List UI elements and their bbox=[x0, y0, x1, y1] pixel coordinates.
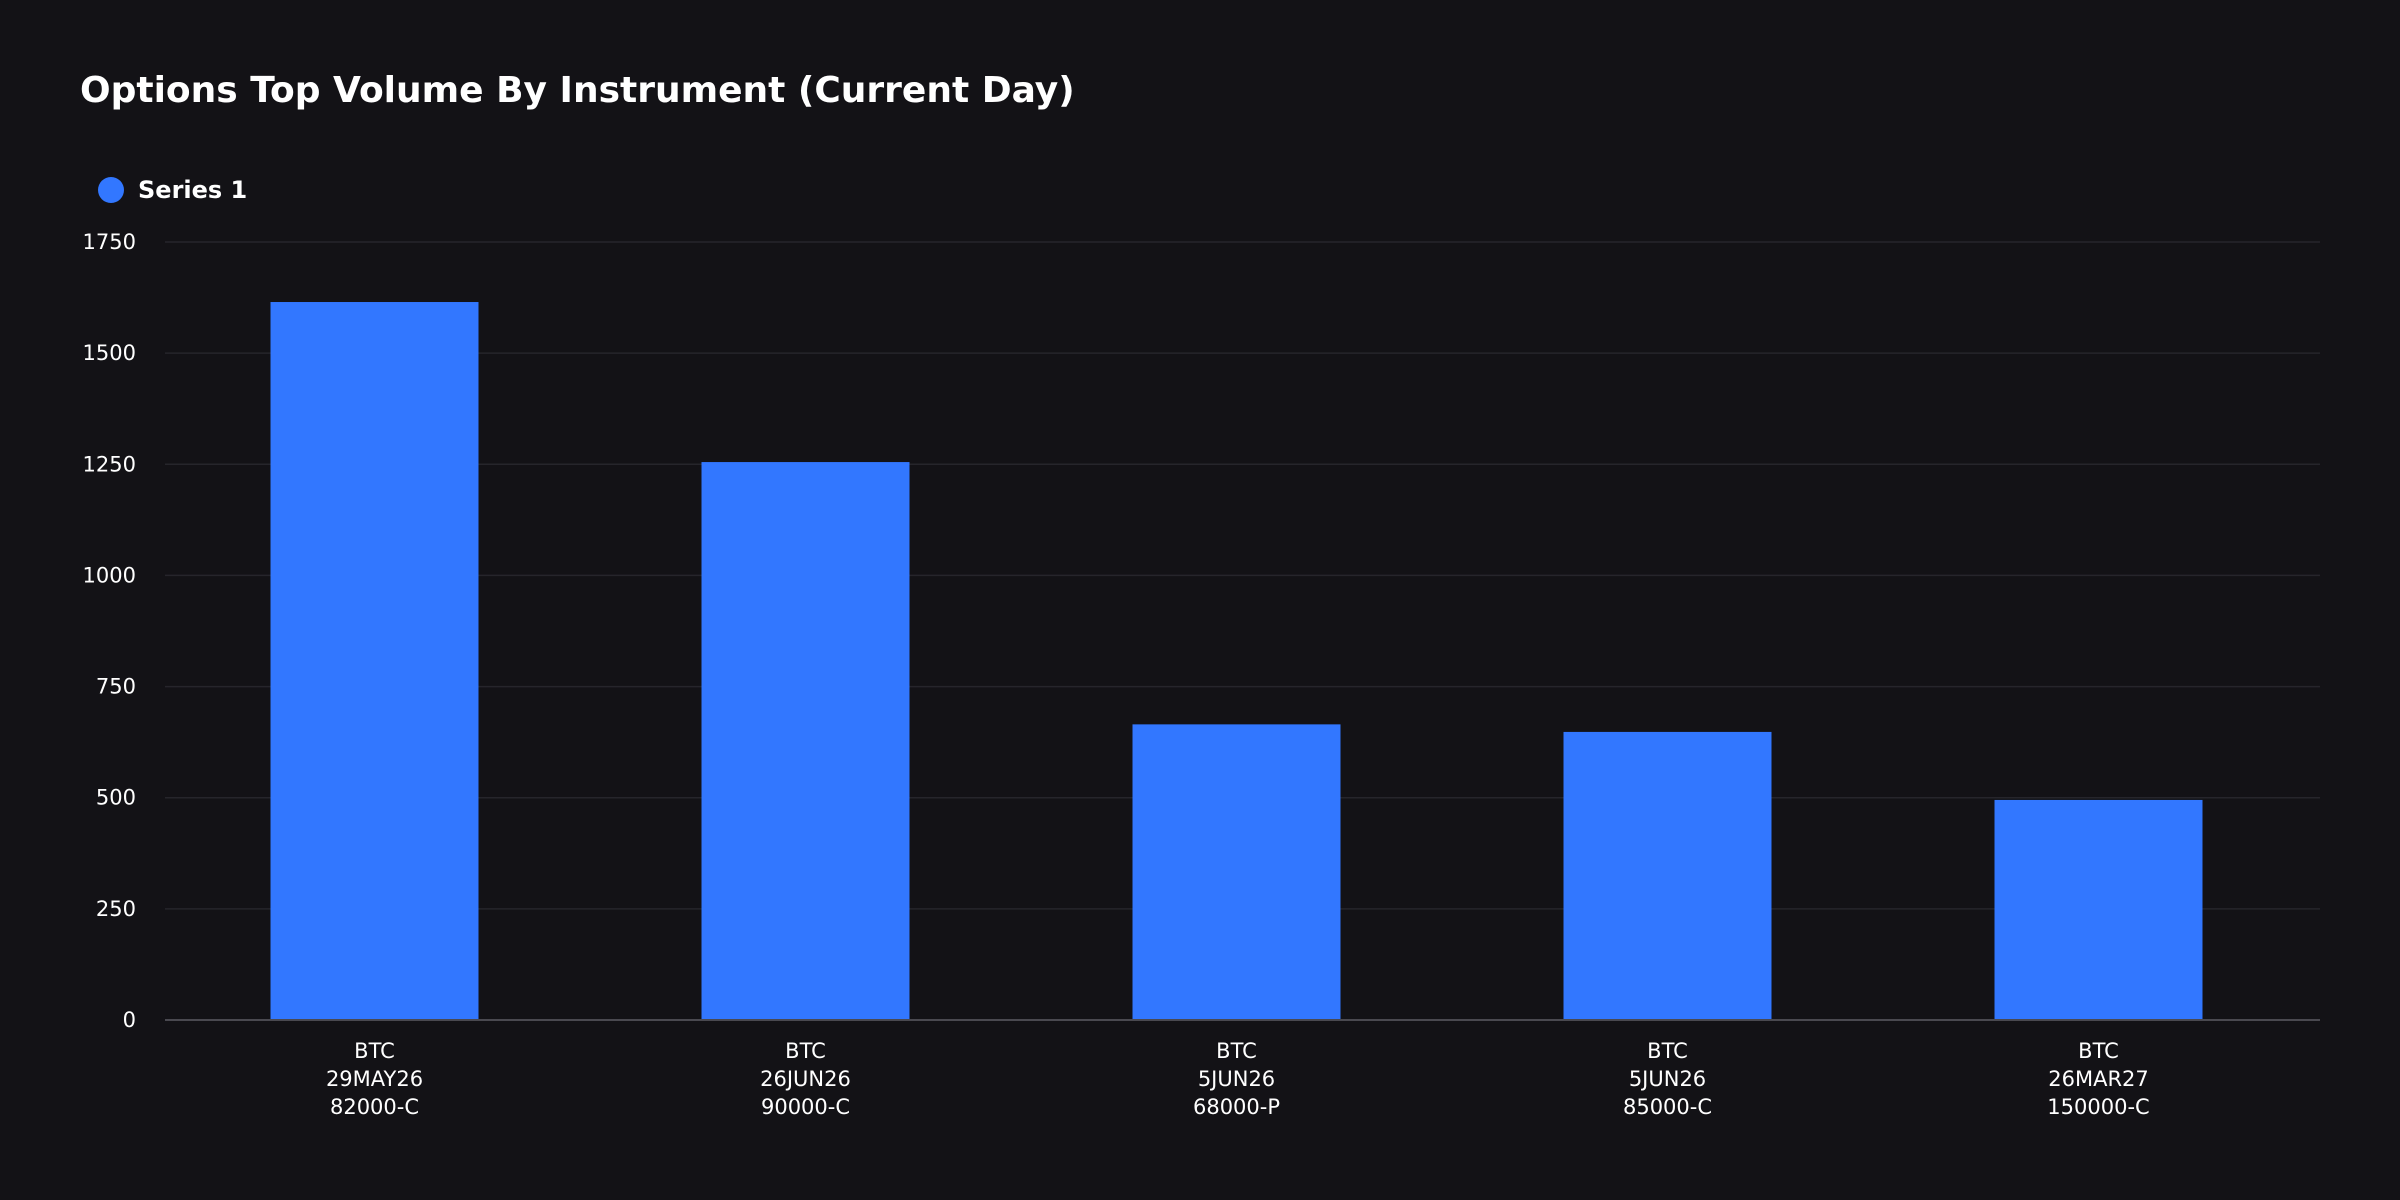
y-tick-label: 1750 bbox=[83, 230, 136, 254]
bar[interactable] bbox=[1994, 799, 2203, 1020]
x-tick-label-line: 5JUN26 bbox=[1629, 1067, 1706, 1091]
x-tick-label-line: BTC bbox=[1216, 1039, 1257, 1063]
bar[interactable] bbox=[1132, 724, 1341, 1020]
x-tick-label-line: 5JUN26 bbox=[1198, 1067, 1275, 1091]
x-tick-label-line: 68000-P bbox=[1193, 1095, 1280, 1119]
bar[interactable] bbox=[701, 462, 910, 1020]
y-tick-label: 1000 bbox=[83, 563, 136, 587]
bar[interactable] bbox=[270, 302, 479, 1020]
x-tick-label-line: 82000-C bbox=[330, 1095, 419, 1119]
x-tick-label-line: BTC bbox=[1647, 1039, 1688, 1063]
x-tick-label: BTC 29MAY26 82000-C bbox=[326, 1039, 423, 1119]
grid-lines bbox=[165, 241, 2320, 910]
x-tick-label-line: 90000-C bbox=[761, 1095, 850, 1119]
x-tick-label-line: BTC bbox=[2078, 1039, 2119, 1063]
x-tick-label: BTC 26JUN26 90000-C bbox=[760, 1039, 851, 1119]
legend-swatch-icon bbox=[98, 177, 124, 203]
x-tick-labels: BTC 29MAY26 82000-C BTC 26JUN26 90000-C BTC 5JU… bbox=[326, 1039, 2150, 1119]
x-tick-label-line: 29MAY26 bbox=[326, 1067, 423, 1091]
y-tick-label: 0 bbox=[123, 1008, 136, 1032]
y-tick-label: 500 bbox=[96, 786, 136, 810]
x-tick-label-line: 26JUN26 bbox=[760, 1067, 851, 1091]
y-tick-label: 1500 bbox=[83, 341, 136, 365]
x-tick-label-line: 26MAR27 bbox=[2048, 1067, 2149, 1091]
legend-label: Series 1 bbox=[138, 176, 248, 204]
bar[interactable] bbox=[1563, 731, 1772, 1020]
x-tick-label: BTC 5JUN26 68000-P bbox=[1193, 1039, 1280, 1119]
legend[interactable]: Series 1 bbox=[98, 176, 247, 204]
x-tick-label-line: BTC bbox=[785, 1039, 826, 1063]
y-tick-label: 750 bbox=[96, 675, 136, 699]
y-tick-label: 250 bbox=[96, 897, 136, 921]
bars bbox=[270, 302, 2203, 1020]
x-tick-label-line: 85000-C bbox=[1623, 1095, 1712, 1119]
y-tick-label: 1250 bbox=[83, 452, 136, 476]
y-tick-labels: 0 250 500 750 1000 1250 1500 1750 bbox=[83, 230, 136, 1032]
x-tick-label-line: BTC bbox=[354, 1039, 395, 1063]
chart-title: Options Top Volume By Instrument (Curren… bbox=[80, 70, 1075, 111]
x-tick-label: BTC 26MAR27 150000-C bbox=[2047, 1039, 2149, 1119]
x-tick-label-line: 150000-C bbox=[2047, 1095, 2149, 1119]
x-tick-label: BTC 5JUN26 85000-C bbox=[1623, 1039, 1712, 1119]
